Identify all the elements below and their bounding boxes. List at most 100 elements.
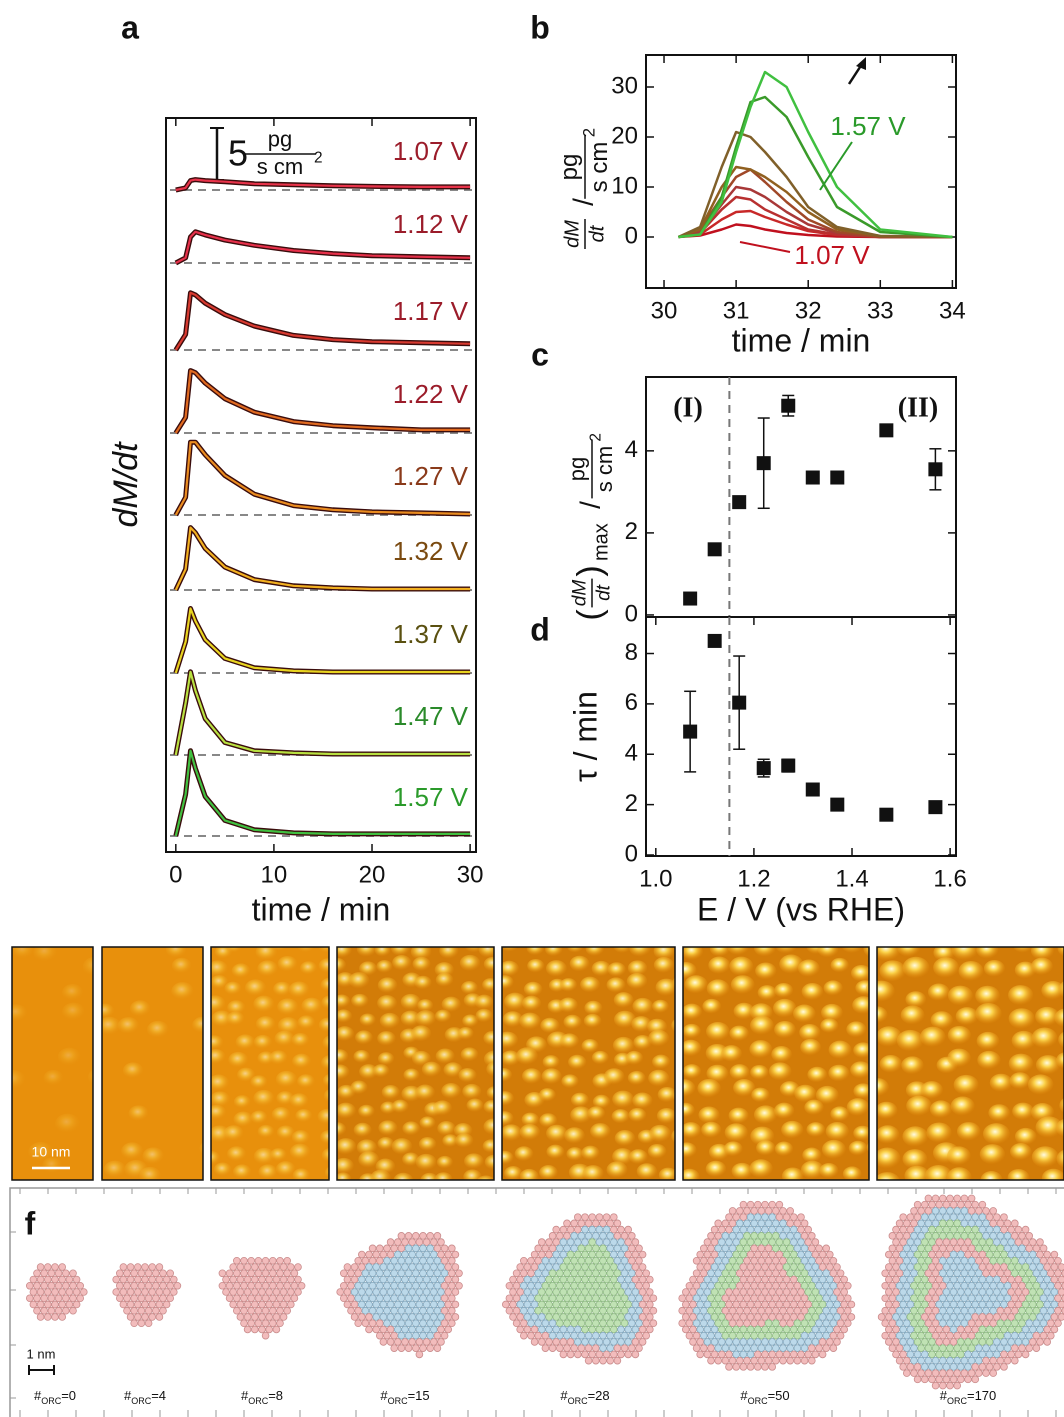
atom [989, 1356, 997, 1365]
grain [613, 992, 634, 1008]
atom [782, 1313, 791, 1321]
grain [823, 980, 843, 996]
atom [825, 1313, 834, 1321]
atom [938, 1356, 947, 1365]
atom [743, 1319, 751, 1327]
atom [815, 1281, 823, 1290]
fraction-numerator: pg [565, 457, 590, 481]
atom [953, 1219, 961, 1228]
plot-frame [645, 616, 957, 857]
grain [227, 1000, 246, 1015]
grain [0, 913, 3, 933]
atom [996, 1356, 1005, 1365]
atom [570, 1344, 578, 1352]
atom [415, 1263, 424, 1271]
atom [350, 1275, 359, 1284]
fit-line [174, 369, 471, 434]
grain [1055, 1118, 1064, 1137]
atom [1061, 1307, 1064, 1315]
atom [942, 1250, 951, 1259]
atom [1036, 1275, 1044, 1284]
atom [1029, 1313, 1037, 1321]
atom [1054, 1306, 1062, 1315]
atom [36, 1288, 45, 1296]
grain [211, 1074, 230, 1092]
atom [895, 1294, 904, 1303]
atom [40, 1306, 48, 1315]
atom [408, 1275, 417, 1284]
atom [971, 1288, 979, 1296]
atom [735, 1232, 744, 1240]
atom [807, 1257, 816, 1265]
atom [40, 1269, 48, 1278]
atom [946, 1207, 954, 1215]
grain [657, 1187, 677, 1203]
grain [902, 1149, 928, 1169]
atom [996, 1331, 1005, 1340]
atom [447, 1244, 456, 1253]
atom [714, 1219, 722, 1228]
y-tick-label: 30 [611, 72, 638, 99]
atom [710, 1238, 719, 1246]
atom [411, 1331, 420, 1340]
atom [148, 1263, 157, 1271]
grain [455, 1133, 474, 1148]
atom [1007, 1238, 1015, 1246]
atom [635, 1244, 643, 1253]
atom [254, 1257, 263, 1265]
grain [585, 947, 605, 957]
grain [277, 955, 298, 972]
atom [375, 1331, 384, 1340]
grain [211, 995, 226, 1013]
grain [560, 978, 578, 992]
atom [591, 1294, 600, 1303]
atom [397, 1232, 406, 1240]
grain [1059, 1097, 1064, 1114]
atom [419, 1232, 427, 1240]
atom [902, 1369, 911, 1377]
atom [563, 1319, 571, 1327]
atom [692, 1319, 701, 1327]
grain [625, 1050, 644, 1065]
atom [1000, 1325, 1008, 1334]
atom [978, 1363, 987, 1371]
atom [935, 1300, 943, 1309]
grain [231, 963, 251, 979]
grain [563, 1014, 582, 1030]
atom [840, 1300, 848, 1309]
atom [588, 1350, 596, 1359]
atom [789, 1313, 798, 1321]
atom [956, 1375, 965, 1384]
atom [949, 1250, 958, 1259]
atom [793, 1269, 802, 1278]
atom [559, 1288, 568, 1296]
grain [257, 1124, 275, 1139]
atom [1018, 1257, 1026, 1265]
atom [527, 1331, 535, 1340]
atom [967, 1356, 976, 1365]
atom [591, 1319, 600, 1327]
grain [412, 956, 431, 972]
atom [725, 1313, 733, 1321]
atom [768, 1213, 776, 1221]
grain [627, 1070, 646, 1086]
grain [222, 1183, 241, 1198]
atom [746, 1363, 755, 1371]
atom [606, 1232, 614, 1240]
atom [609, 1275, 618, 1284]
grain [683, 1142, 697, 1158]
grain [879, 960, 906, 982]
atom [530, 1338, 539, 1346]
grain [950, 1096, 975, 1116]
atom [692, 1331, 701, 1340]
atom [746, 1288, 755, 1296]
atom [422, 1275, 431, 1284]
atom [971, 1200, 979, 1209]
grain [521, 1068, 542, 1085]
atom [899, 1250, 907, 1259]
grain [171, 957, 192, 974]
grain [297, 1074, 316, 1089]
y-axis-label: τ / min [567, 691, 603, 782]
atom [404, 1306, 413, 1315]
atom [743, 1244, 751, 1253]
